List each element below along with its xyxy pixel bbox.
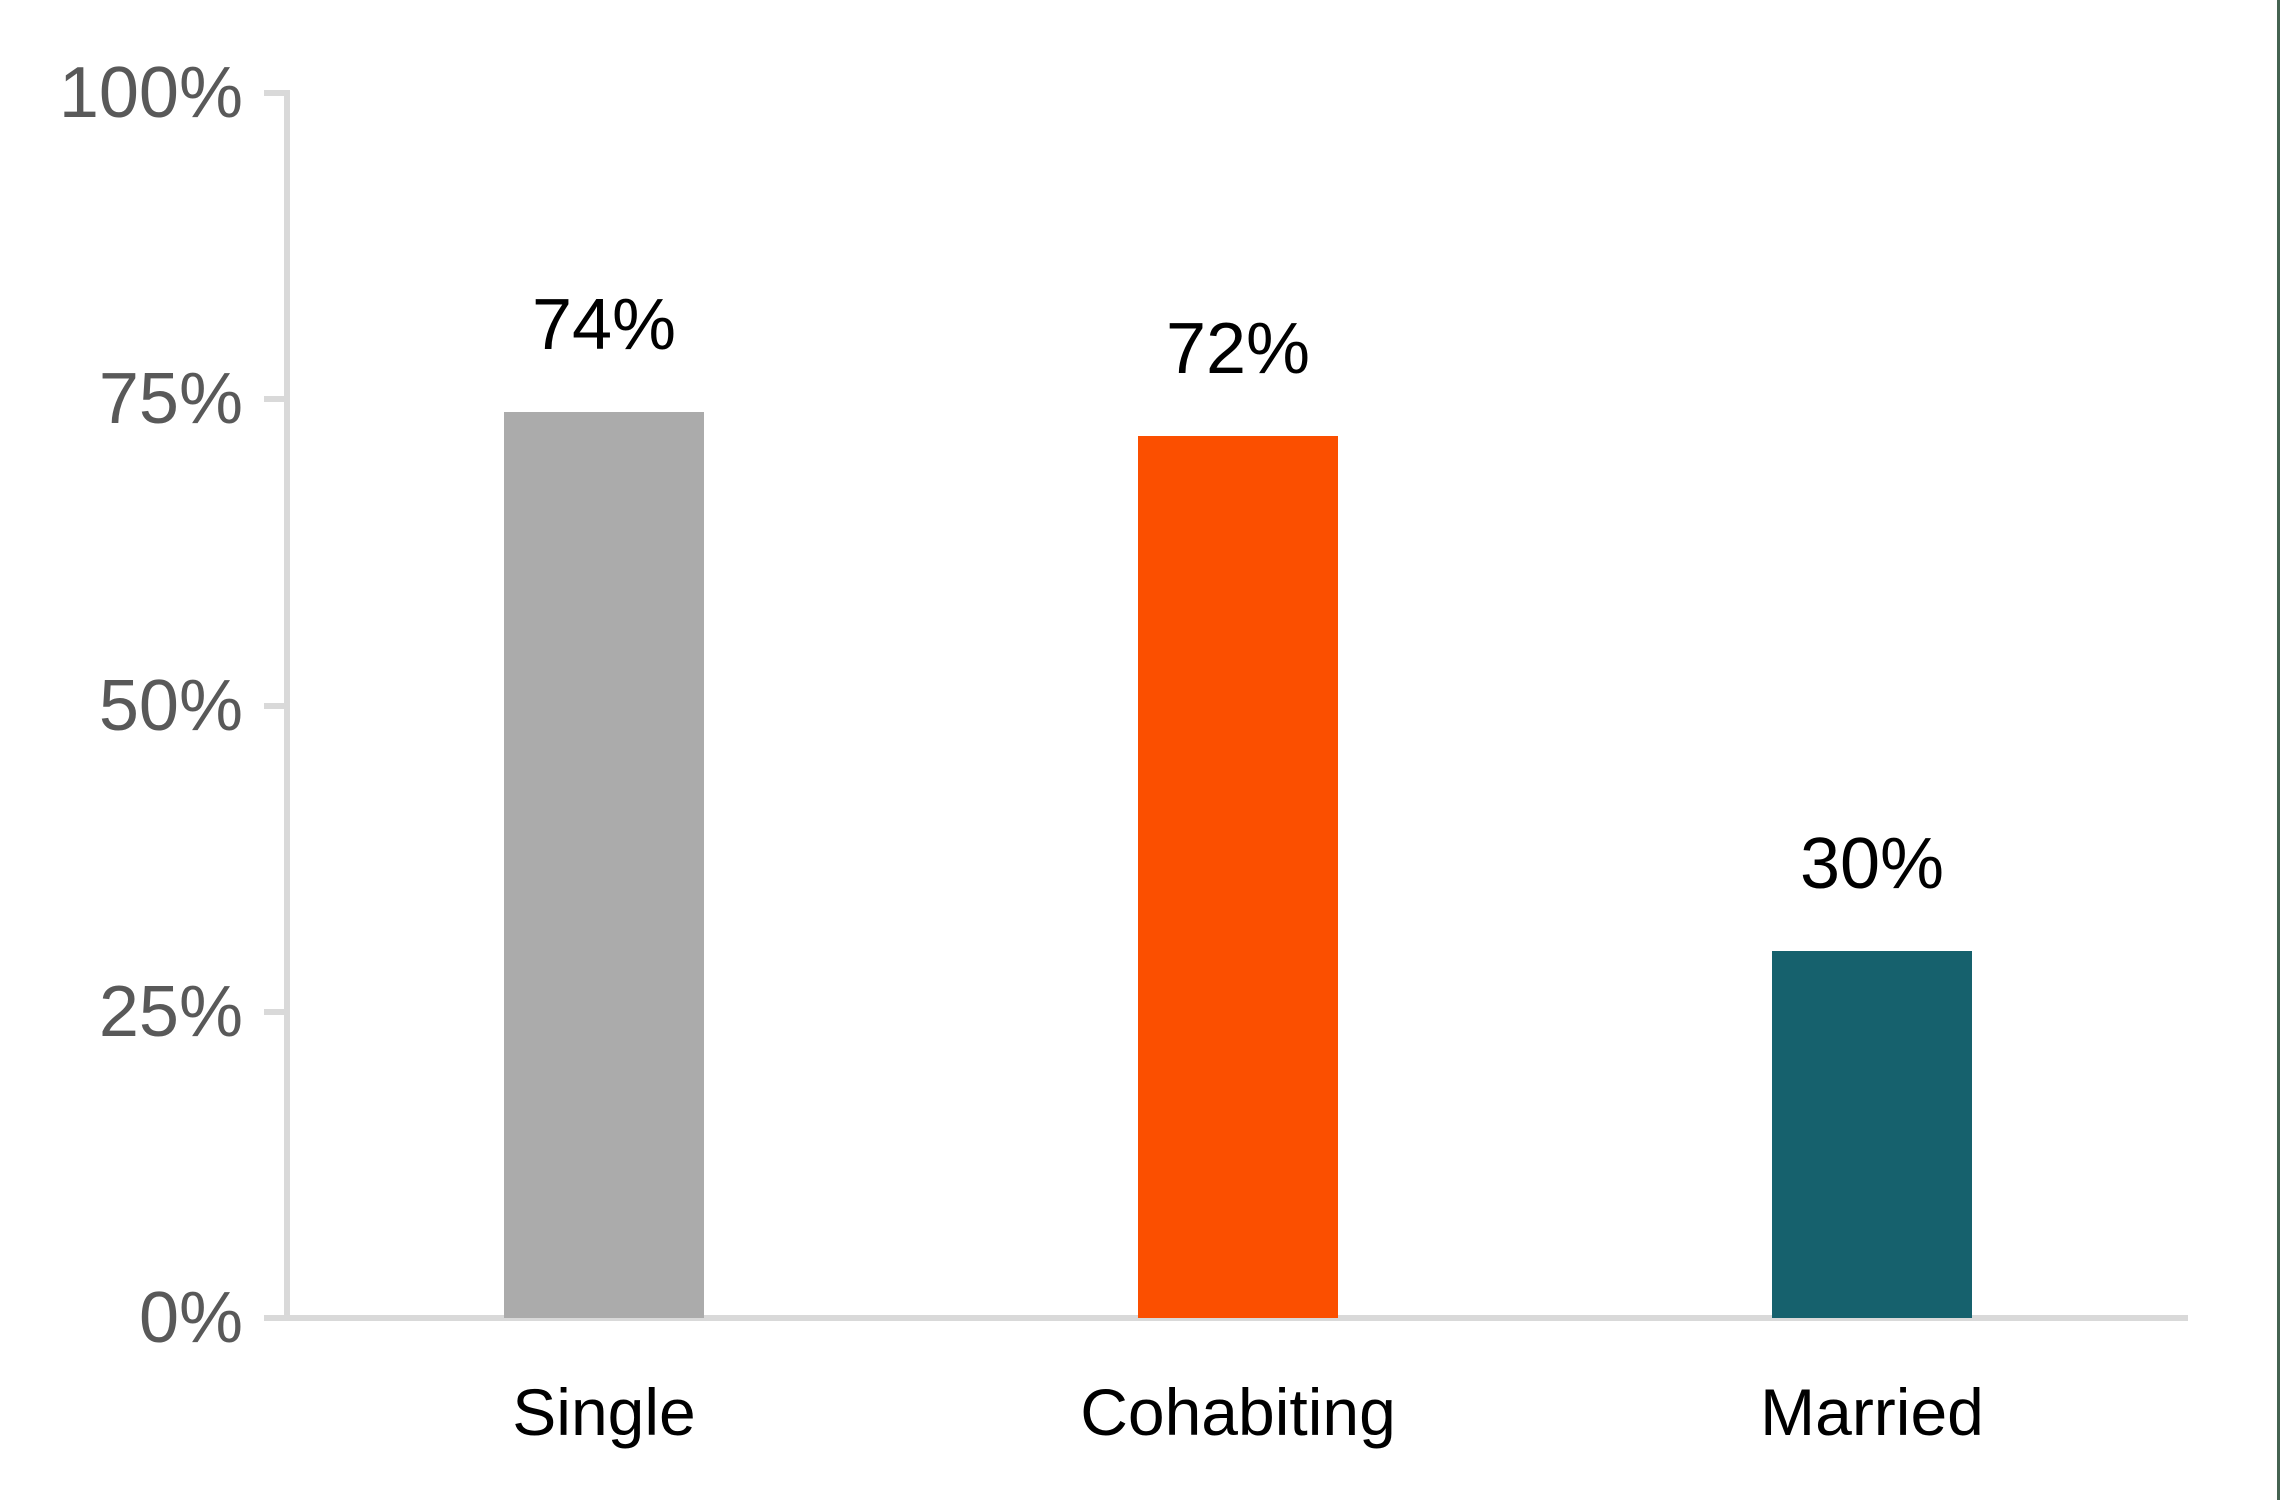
- bar-single: [504, 411, 704, 1318]
- y-tick-label: 100%: [58, 53, 243, 133]
- y-tick-label: 25%: [98, 971, 243, 1052]
- y-axis-tick: [264, 1008, 287, 1015]
- data-label-married: 30%: [1799, 823, 1945, 904]
- data-label-single: 74%: [531, 284, 677, 365]
- y-axis-tick: [264, 702, 287, 709]
- y-axis-line: [284, 90, 290, 1321]
- y-axis-tick: [264, 396, 287, 403]
- bar-cohabiting: [1138, 436, 1338, 1318]
- y-axis-tick: [264, 90, 287, 96]
- bar-married: [1772, 950, 1972, 1318]
- y-axis-tick: [264, 1315, 287, 1321]
- slide-right-edge-line: [2277, 0, 2280, 1500]
- y-tick-label: 50%: [98, 665, 243, 746]
- data-label-cohabiting: 72%: [1165, 309, 1311, 389]
- x-axis-line: [264, 1315, 2188, 1321]
- category-label-cohabiting: Cohabiting: [1080, 1375, 1396, 1449]
- y-tick-label: 75%: [98, 359, 243, 440]
- category-label-married: Married: [1760, 1375, 1984, 1449]
- y-tick-label: 0%: [138, 1278, 243, 1358]
- category-label-single: Single: [512, 1375, 696, 1449]
